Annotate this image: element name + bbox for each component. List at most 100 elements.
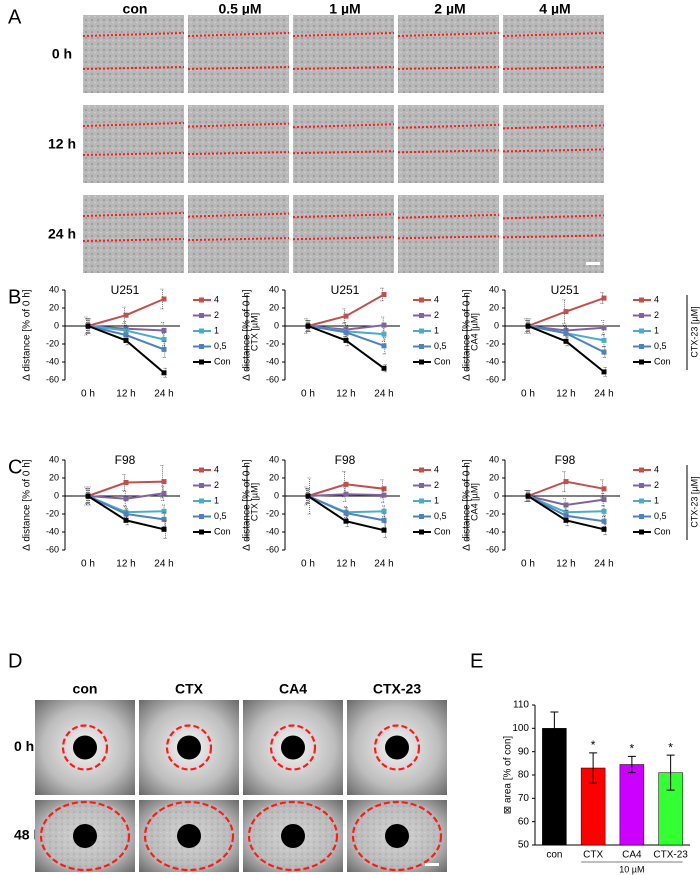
y-axis-label: ∆ distance [% of 0 h] [242, 459, 253, 550]
data-point [601, 486, 607, 492]
data-point [381, 517, 387, 523]
error-bar [306, 320, 311, 332]
data-point [123, 496, 129, 502]
invasion-border [165, 724, 213, 771]
y-tick-label: 0 [274, 320, 279, 330]
data-point [601, 325, 607, 331]
legend-marker [639, 313, 644, 318]
y-tick-label: 60 [518, 816, 530, 827]
column-label: CA4 [279, 681, 307, 697]
data-point [563, 502, 569, 508]
data-point [381, 343, 387, 349]
error-bar [306, 488, 310, 504]
error-bar [344, 325, 348, 338]
wound-edge [502, 234, 605, 239]
data-point [161, 526, 167, 532]
y-axis-label: ∆ distance [% of 0 h] [462, 459, 473, 550]
data-point [85, 493, 91, 499]
wound-edge [397, 149, 500, 154]
data-point [381, 527, 387, 533]
error-bar [603, 523, 608, 536]
legend-title: CTX [µM] [249, 483, 259, 521]
data-point [525, 323, 531, 329]
x-tick-label: 0 h [521, 389, 535, 400]
micrograph [83, 105, 184, 183]
wound-edge [82, 152, 185, 156]
legend-label: 4 [214, 464, 219, 474]
error-bar [86, 318, 91, 334]
y-tick-label: 20 [489, 302, 499, 312]
data-point [343, 329, 349, 335]
panel-label: D [8, 650, 22, 672]
legend-title: CA4 [µM] [469, 313, 479, 351]
y-axis-label: ∆ distance [% of 0 h] [242, 289, 253, 380]
legend-label: 2 [654, 310, 659, 320]
error-bar [87, 318, 92, 334]
column-label: CTX-23 [373, 681, 421, 697]
wound-edge [187, 32, 290, 37]
y-tick-label: 80 [518, 770, 530, 781]
wound-edge [82, 32, 185, 37]
bar [542, 728, 567, 846]
x-tick-label: 12 h [116, 559, 135, 570]
error-bar [563, 324, 568, 337]
error-bar [526, 320, 531, 332]
error-bar [160, 288, 165, 310]
error-bar [382, 326, 386, 342]
y-axis-label: ∆ distance [% of 0 h] [462, 289, 473, 380]
data-point [343, 337, 349, 343]
legend-marker [639, 328, 644, 334]
y-tick-label: 0 [54, 320, 59, 330]
legend-marker [419, 344, 424, 349]
data-point [161, 516, 167, 522]
legend-marker [639, 483, 644, 488]
error-bar [602, 515, 607, 527]
wound-edge [187, 151, 290, 156]
y-tick-label: 0 [274, 490, 279, 500]
x-tick-label: 0 h [81, 559, 95, 570]
data-point [563, 479, 569, 485]
panel-label: A [8, 6, 22, 28]
row-label: 0 h [14, 738, 34, 754]
micrograph [398, 195, 499, 273]
spheroid [385, 735, 409, 760]
error-bar [382, 505, 386, 518]
wound-edge [82, 212, 185, 217]
spheroid [73, 824, 97, 848]
wound-edge [292, 213, 395, 219]
legend-label: Con [214, 356, 231, 366]
legend-title: CTX-23 [µM] [689, 306, 699, 357]
legend-marker [419, 483, 424, 488]
y-tick-label: -60 [486, 374, 499, 384]
spheroid [281, 824, 305, 848]
legend-label: 0,5 [654, 511, 667, 521]
micrograph [293, 105, 394, 183]
micrograph [503, 105, 604, 183]
legend-label: 1 [434, 325, 439, 335]
row-label: 12 h [48, 136, 76, 152]
series-line [307, 293, 385, 327]
error-bar [589, 752, 598, 784]
error-bar [382, 512, 387, 528]
data-point [305, 323, 311, 329]
micrograph [398, 15, 499, 93]
x-tick-label: 12 h [116, 389, 135, 400]
data-point [123, 332, 129, 338]
y-axis-label: ∆ distance [% of 0 h] [22, 289, 33, 380]
error-bar [304, 318, 309, 334]
legend-label: 2 [214, 310, 219, 320]
wound-edge [397, 123, 500, 129]
wound-edge [187, 66, 290, 70]
legend-marker [199, 514, 204, 519]
x-tick-label: CTX-23 [653, 850, 688, 861]
data-point [601, 508, 607, 514]
data-point [381, 365, 387, 371]
chart-title: U251 [111, 283, 140, 297]
data-point [123, 337, 129, 343]
x-tick-label: 12 h [336, 389, 355, 400]
data-point [123, 312, 129, 318]
chart-title: U251 [551, 283, 580, 297]
data-point [161, 479, 167, 485]
legend-label: 0,5 [214, 511, 227, 521]
legend-label: 1 [214, 495, 219, 505]
